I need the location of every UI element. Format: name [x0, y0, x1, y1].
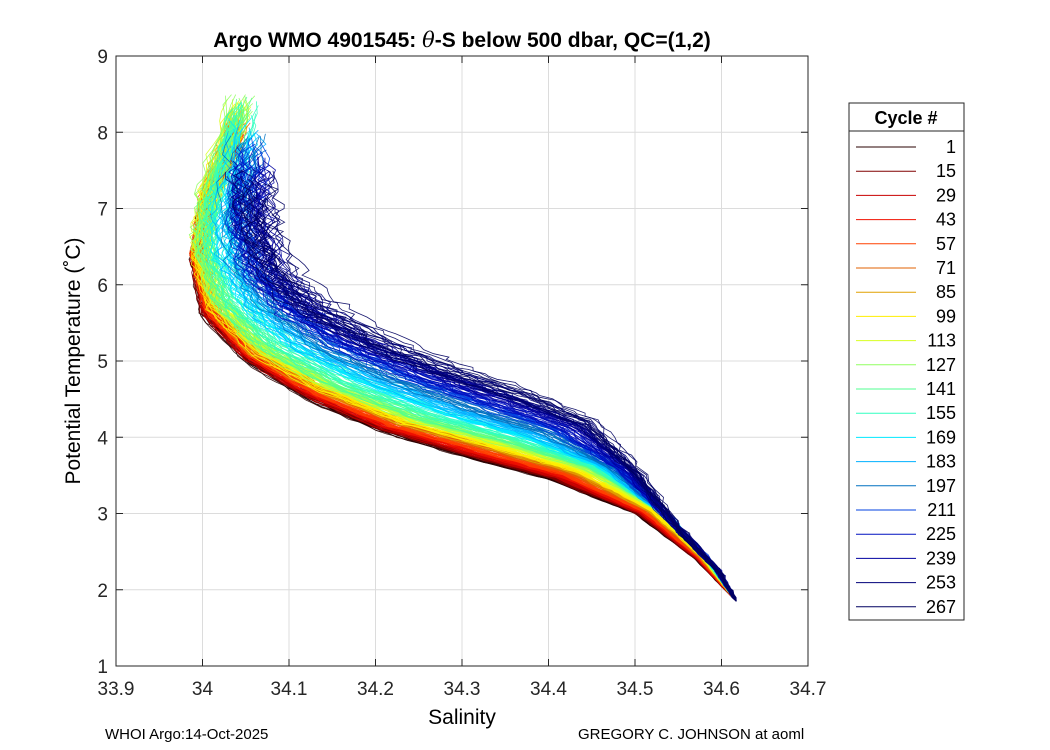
legend-label: 99 — [936, 306, 956, 326]
footer-left: WHOI Argo:14-Oct-2025 — [105, 726, 269, 743]
x-tick-label: 34.2 — [357, 679, 394, 700]
profile-line — [190, 133, 737, 602]
y-tick-label: 2 — [97, 581, 108, 602]
y-tick-label: 8 — [97, 123, 108, 144]
legend-label: 197 — [926, 476, 956, 496]
y-tick-label: 7 — [97, 200, 108, 221]
legend-label: 57 — [936, 234, 956, 254]
legend-title: Cycle # — [874, 108, 937, 128]
y-axis-label: Potential Temperature (˚C) — [62, 237, 85, 484]
title-theta: θ — [422, 28, 435, 52]
legend-label: 15 — [936, 161, 956, 181]
legend-label: 211 — [927, 500, 956, 520]
x-tick-label: 34.6 — [703, 679, 740, 700]
x-tick-label: 33.9 — [98, 679, 135, 700]
legend-label: 183 — [926, 452, 956, 472]
y-tick-label: 9 — [97, 47, 108, 68]
profile-line — [266, 198, 737, 602]
x-tick-label: 34.4 — [530, 679, 567, 700]
legend-label: 169 — [926, 427, 956, 447]
profile-line — [267, 170, 737, 602]
x-tick-label: 34.7 — [790, 679, 827, 700]
y-tick-label: 3 — [97, 505, 108, 526]
legend-label: 141 — [926, 379, 956, 399]
axis-ticks: 33.9 34 34.1 34.2 34.3 34.4 34.5 34.6 34.7123456… — [97, 47, 826, 700]
y-tick-label: 1 — [97, 657, 108, 678]
legend-label: 71 — [936, 258, 956, 278]
x-tick-label: 34.1 — [271, 679, 308, 700]
profile-line — [240, 176, 737, 602]
chart-title: Argo WMO 4901545: θ-S below 500 dbar, QC… — [213, 28, 711, 52]
legend-label: 253 — [926, 573, 956, 593]
legend-label: 239 — [926, 548, 956, 568]
legend-label: 1 — [946, 137, 956, 157]
legend-label: 127 — [926, 355, 956, 375]
profile-line — [258, 202, 737, 602]
x-tick-label: 34.5 — [617, 679, 654, 700]
profile-line — [250, 189, 737, 602]
y-tick-label: 6 — [97, 276, 108, 297]
profile-line — [233, 195, 737, 602]
x-axis-label: Salinity — [428, 706, 496, 729]
legend-label: 85 — [936, 282, 956, 302]
profile-lines — [188, 94, 737, 602]
footer-right: GREGORY C. JOHNSON at aoml — [578, 726, 805, 743]
y-tick-label: 5 — [97, 352, 108, 373]
legend-label: 155 — [926, 403, 956, 423]
legend-label: 113 — [927, 331, 956, 351]
x-tick-label: 34.3 — [444, 679, 481, 700]
x-tick-label: 34 — [192, 679, 214, 700]
legend-entries: 1 15 29 43 57 71 85 99 113 127 141 155 169 183 197 211 2… — [856, 137, 956, 617]
legend-label: 29 — [936, 185, 956, 205]
title-suffix: -S below 500 dbar, QC=(1,2) — [435, 29, 711, 52]
title-prefix: Argo WMO 4901545: — [213, 29, 422, 52]
legend-label: 225 — [926, 524, 956, 544]
legend-label: 267 — [926, 597, 956, 617]
legend-label: 43 — [936, 210, 956, 230]
y-tick-label: 4 — [97, 428, 108, 449]
legend: Cycle # 1 15 29 43 57 71 85 99 113 127 141 155 169 18… — [848, 102, 965, 621]
